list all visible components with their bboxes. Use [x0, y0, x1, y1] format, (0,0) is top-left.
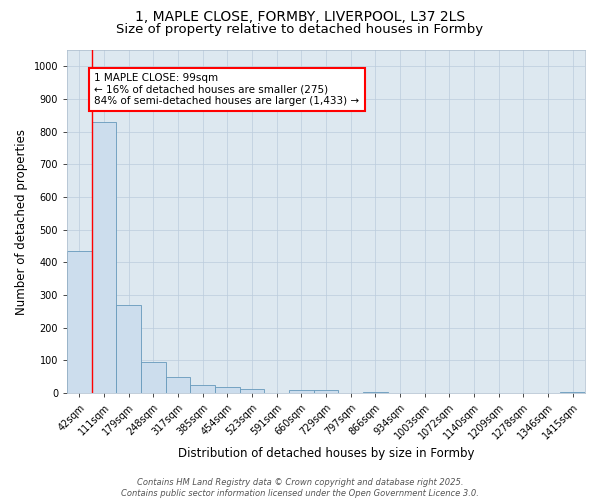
Y-axis label: Number of detached properties: Number of detached properties	[15, 128, 28, 314]
Bar	[240, 390, 265, 393]
Text: 1, MAPLE CLOSE, FORMBY, LIVERPOOL, L37 2LS: 1, MAPLE CLOSE, FORMBY, LIVERPOOL, L37 2…	[135, 10, 465, 24]
Bar	[560, 392, 585, 393]
Text: Contains HM Land Registry data © Crown copyright and database right 2025.
Contai: Contains HM Land Registry data © Crown c…	[121, 478, 479, 498]
Bar	[116, 305, 141, 393]
X-axis label: Distribution of detached houses by size in Formby: Distribution of detached houses by size …	[178, 447, 474, 460]
Bar	[166, 377, 190, 393]
Text: 1 MAPLE CLOSE: 99sqm
← 16% of detached houses are smaller (275)
84% of semi-deta: 1 MAPLE CLOSE: 99sqm ← 16% of detached h…	[94, 73, 359, 106]
Bar	[363, 392, 388, 393]
Bar	[190, 385, 215, 393]
Bar	[314, 390, 338, 393]
Bar	[289, 390, 314, 393]
Bar	[92, 122, 116, 393]
Bar	[215, 388, 240, 393]
Text: Size of property relative to detached houses in Formby: Size of property relative to detached ho…	[116, 22, 484, 36]
Bar	[67, 251, 92, 393]
Bar	[141, 362, 166, 393]
